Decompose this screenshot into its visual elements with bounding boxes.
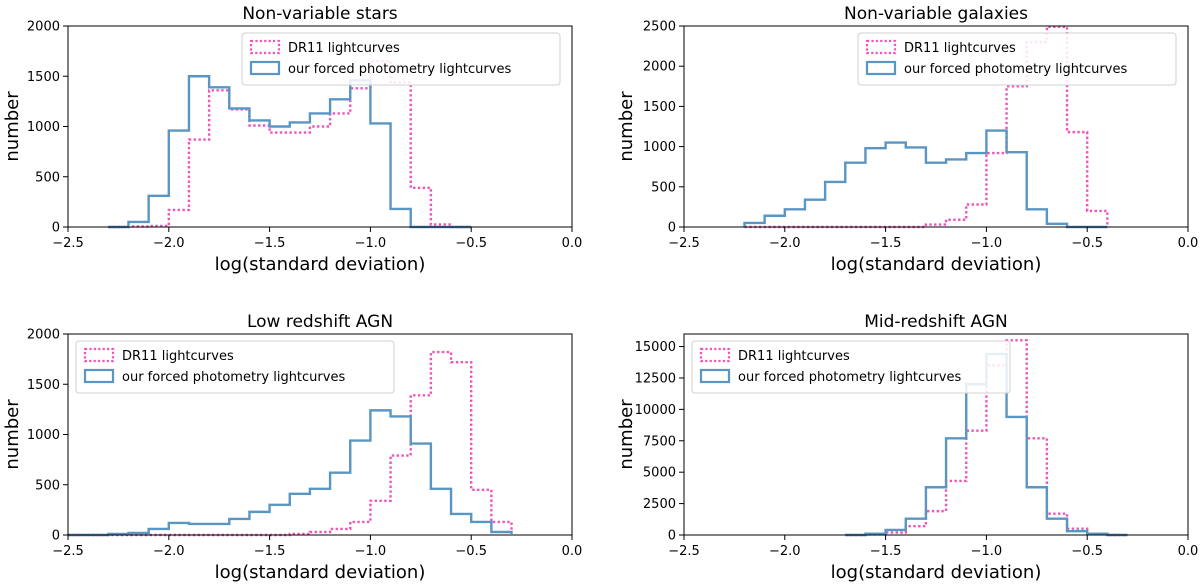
y-tick-label: 2000 <box>27 328 60 343</box>
x-tick-label: −2.0 <box>769 544 801 559</box>
dr11-histogram-line <box>845 339 1128 537</box>
legend-box <box>691 340 1011 394</box>
legend-swatch <box>699 368 731 384</box>
x-tick-label: 0.0 <box>1178 236 1199 251</box>
axes-frame <box>683 333 1189 536</box>
legend: DR11 lightcurves our forced photometry li… <box>75 340 395 394</box>
legend-label: our forced photometry lightcurves <box>738 370 961 385</box>
x-axis-label: log(standard deviation) <box>215 562 426 583</box>
y-tick-label: 15000 <box>635 340 676 355</box>
chart-title: Non-variable stars <box>242 4 397 24</box>
y-tick-label: 0 <box>668 529 676 544</box>
y-tick-label: 2500 <box>643 497 676 512</box>
legend-swatch <box>865 39 897 55</box>
y-axis-label: number <box>2 91 23 162</box>
chart-title: Non-variable galaxies <box>844 4 1028 24</box>
legend: DR11 lightcurves our forced photometry li… <box>241 32 561 86</box>
y-tick-label: 1500 <box>27 70 60 85</box>
y-tick-label: 0 <box>52 529 60 544</box>
chart-panel-1: −2.5 −2.0 −1.5 −1.0 −0.5 0.0 0 500 1000 1500 2000 N… <box>2 4 582 275</box>
legend: DR11 lightcurves our forced photometry li… <box>857 32 1177 86</box>
x-tick-label: 0.0 <box>1178 544 1199 559</box>
legend-swatch <box>699 347 731 363</box>
legend-swatch <box>83 368 115 384</box>
x-tick-label: −2.5 <box>668 544 700 559</box>
y-tick-label: 2500 <box>643 20 676 35</box>
y-tick-label: 500 <box>651 180 676 195</box>
y-tick-label: 2000 <box>643 60 676 75</box>
legend-box <box>241 32 561 86</box>
dr11-histogram-line <box>108 59 472 229</box>
y-tick-label: 1000 <box>643 140 676 155</box>
chart-panel-4: −2.5 −2.0 −1.5 −1.0 −0.5 0.0 0 2500 5000 7500 1000… <box>616 312 1198 583</box>
legend: DR11 lightcurves our forced photometry li… <box>691 340 1011 394</box>
forced-photometry-histogram-line <box>743 129 1108 229</box>
y-tick-label: 1500 <box>27 378 60 393</box>
chart-panel-2: −2.5 −2.0 −1.5 −1.0 −0.5 0.0 0 500 1000 1500 2000 2… <box>616 4 1198 275</box>
x-tick-label: −1.5 <box>254 236 286 251</box>
y-tick-label: 7500 <box>643 434 676 449</box>
legend-box <box>75 340 395 394</box>
y-tick-label: 10000 <box>635 403 676 418</box>
x-tick-label: 0.0 <box>562 544 583 559</box>
dr11-histogram-line <box>68 350 513 537</box>
legend-label: our forced photometry lightcurves <box>122 370 345 385</box>
x-tick-label: −2.0 <box>153 236 185 251</box>
legend-swatch <box>249 39 281 55</box>
y-tick-label: 5000 <box>643 466 676 481</box>
y-axis-label: number <box>2 399 23 470</box>
legend-swatch <box>83 347 115 363</box>
x-tick-label: −0.5 <box>1071 544 1103 559</box>
x-tick-label: −1.0 <box>355 236 387 251</box>
x-tick-label: −1.0 <box>971 236 1003 251</box>
x-tick-label: −0.5 <box>455 544 487 559</box>
x-tick-label: −1.5 <box>254 544 286 559</box>
x-tick-label: −1.5 <box>870 544 902 559</box>
y-tick-label: 500 <box>35 170 60 185</box>
x-tick-label: −2.5 <box>52 544 84 559</box>
x-axis-label: log(standard deviation) <box>831 562 1042 583</box>
legend-box <box>857 32 1177 86</box>
x-tick-label: −2.0 <box>769 236 801 251</box>
y-tick-label: 500 <box>35 478 60 493</box>
y-tick-label: 12500 <box>635 371 676 386</box>
x-axis-label: log(standard deviation) <box>215 254 426 275</box>
forced-photometry-histogram-line <box>108 75 472 229</box>
legend-label: DR11 lightcurves <box>122 349 234 364</box>
x-tick-label: −2.5 <box>52 236 84 251</box>
x-tick-label: −1.0 <box>971 544 1003 559</box>
legend-label: our forced photometry lightcurves <box>904 62 1127 77</box>
chart-title: Low redshift AGN <box>247 312 393 332</box>
y-tick-label: 1000 <box>27 428 60 443</box>
y-tick-label: 1500 <box>643 100 676 115</box>
x-tick-label: −2.0 <box>153 544 185 559</box>
y-tick-label: 2000 <box>27 20 60 35</box>
legend-label: DR11 lightcurves <box>288 41 400 56</box>
x-tick-label: 0.0 <box>562 236 583 251</box>
y-tick-label: 1000 <box>27 120 60 135</box>
x-tick-label: −1.0 <box>355 544 387 559</box>
axes-frame <box>683 25 1189 228</box>
y-axis-label: number <box>616 91 637 162</box>
legend-label: our forced photometry lightcurves <box>288 62 511 77</box>
x-tick-label: −1.5 <box>870 236 902 251</box>
y-tick-label: 0 <box>668 221 676 236</box>
legend-label: DR11 lightcurves <box>904 41 1016 56</box>
legend-label: DR11 lightcurves <box>738 349 850 364</box>
y-tick-label: 0 <box>52 221 60 236</box>
x-axis-label: log(standard deviation) <box>831 254 1042 275</box>
chart-title: Mid-redshift AGN <box>864 312 1008 332</box>
x-tick-label: −0.5 <box>1071 236 1103 251</box>
x-tick-label: −2.5 <box>668 236 700 251</box>
forced-photometry-histogram-line <box>68 409 513 537</box>
legend-swatch <box>249 60 281 76</box>
legend-swatch <box>865 60 897 76</box>
x-tick-label: −0.5 <box>455 236 487 251</box>
chart-panel-3: −2.5 −2.0 −1.5 −1.0 −0.5 0.0 0 500 1000 1500 2000 L… <box>2 312 582 583</box>
y-axis-label: number <box>616 399 637 470</box>
